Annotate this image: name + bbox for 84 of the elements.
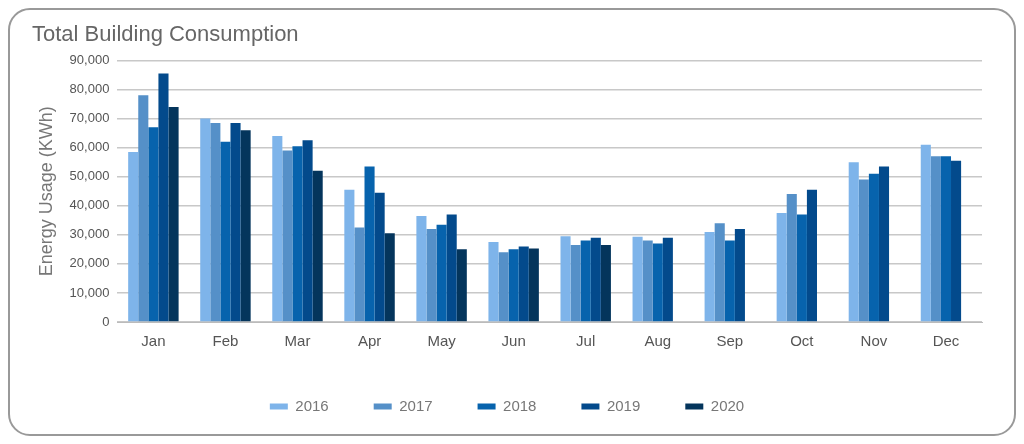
- bar: [498, 252, 509, 322]
- bar: [272, 135, 283, 322]
- bar: [168, 106, 179, 322]
- x-tick-label: Feb: [212, 332, 239, 350]
- x-tick-label: Jul: [576, 332, 596, 350]
- bar: [230, 122, 241, 322]
- bar: [374, 192, 385, 322]
- bar: [426, 228, 437, 322]
- x-tick-label: Dec: [932, 332, 960, 350]
- bar: [734, 228, 745, 322]
- y-tick-label: 60,000: [69, 139, 110, 155]
- y-tick-label: 50,000: [69, 168, 110, 184]
- bar: [848, 162, 859, 322]
- bar: [776, 213, 787, 322]
- bar: [344, 189, 355, 322]
- x-tick-label: Nov: [860, 332, 888, 350]
- bar: [600, 244, 611, 322]
- bar: [354, 227, 365, 322]
- bar: [714, 223, 725, 322]
- bar: [940, 156, 952, 322]
- bar: [446, 214, 457, 322]
- y-tick-label: 0: [102, 313, 110, 329]
- bar: [632, 236, 643, 322]
- x-tick-label: Jan: [141, 332, 166, 350]
- bar: [488, 242, 499, 322]
- bar: [364, 166, 375, 322]
- bar: [128, 151, 139, 322]
- bar: [282, 150, 293, 322]
- y-tick-label: 70,000: [69, 110, 110, 126]
- bar: [652, 243, 663, 322]
- y-tick-label: 10,000: [69, 284, 110, 300]
- legend-label: 2020: [710, 396, 745, 414]
- y-tick-label: 20,000: [69, 255, 110, 271]
- bar: [642, 240, 653, 322]
- x-tick-label: May: [427, 332, 457, 350]
- bar: [868, 173, 879, 322]
- bar: [560, 236, 571, 322]
- bar: [148, 127, 159, 322]
- y-tick-label: 30,000: [69, 226, 110, 242]
- bar: [384, 233, 395, 322]
- y-tick-label: 90,000: [69, 51, 110, 67]
- bar: [158, 73, 169, 322]
- x-tick-label: Oct: [790, 332, 815, 350]
- bar: [508, 249, 519, 322]
- bar: [878, 166, 890, 322]
- chart-title: Total Building Consumption: [32, 21, 299, 47]
- legend-label: 2018: [503, 396, 537, 414]
- bar: [292, 146, 303, 322]
- bar: [920, 144, 931, 322]
- bar: [786, 194, 797, 322]
- bar: [580, 240, 591, 322]
- bar: [951, 160, 962, 322]
- bar: [456, 249, 467, 322]
- y-axis-title: Energy Usage (KWh): [35, 106, 56, 277]
- bar: [704, 231, 715, 322]
- y-tick-label: 80,000: [69, 81, 110, 97]
- x-tick-label: Jun: [501, 332, 526, 350]
- bar: [806, 189, 817, 322]
- bar: [518, 246, 529, 322]
- bar: [662, 237, 673, 322]
- bar: [138, 95, 149, 322]
- bar: [528, 248, 539, 322]
- legend-label: 2017: [399, 396, 433, 414]
- y-tick-label: 40,000: [69, 197, 110, 213]
- bar: [210, 122, 221, 322]
- bar: [200, 118, 211, 322]
- x-tick-label: Mar: [284, 332, 311, 350]
- bar: [436, 224, 447, 322]
- bar: [796, 214, 807, 322]
- bar: [220, 141, 231, 322]
- bar: [302, 140, 313, 322]
- bar: [240, 130, 251, 322]
- bar: [858, 179, 869, 322]
- x-tick-label: Apr: [357, 332, 382, 350]
- bar: [724, 240, 735, 322]
- bar: [416, 215, 427, 322]
- bar: [590, 237, 601, 322]
- legend-label: 2019: [606, 396, 641, 414]
- legend-label: 2016: [295, 396, 329, 414]
- bar: [570, 244, 581, 322]
- bar: [930, 156, 941, 322]
- bar: [312, 170, 323, 322]
- x-tick-label: Aug: [644, 332, 672, 350]
- x-tick-label: Sep: [716, 332, 744, 350]
